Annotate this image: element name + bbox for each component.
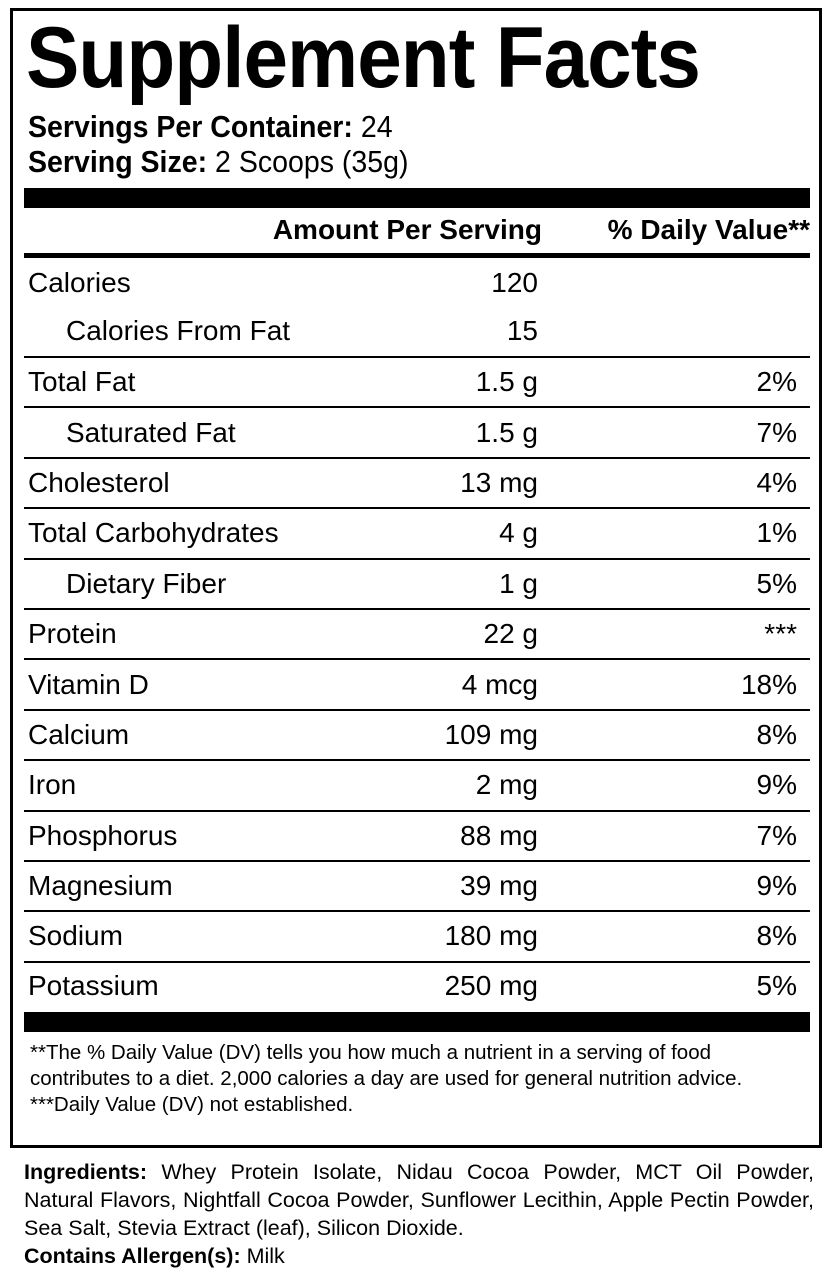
nutrient-row: Phosphorus 88 mg 7% xyxy=(24,812,810,862)
servings-per-container: Servings Per Container: 24 xyxy=(28,109,393,144)
nutrient-amount: 1.5 g xyxy=(475,366,538,398)
dv-header: % Daily Value** xyxy=(607,214,810,245)
nutrient-dv: 8% xyxy=(756,920,797,952)
nutrient-name: Calories From Fat xyxy=(66,315,291,346)
nutrient-dv: *** xyxy=(764,618,797,650)
not-established-footnote: ***Daily Value (DV) not established. xyxy=(30,1093,354,1116)
divider-line xyxy=(24,253,810,258)
nutrient-dv: 9% xyxy=(756,769,797,801)
nutrient-row: Total Carbohydrates 4 g 1% xyxy=(24,509,810,560)
nutrient-row: Calcium 109 mg 8% xyxy=(24,711,810,762)
nutrient-dv: 18% xyxy=(740,668,797,700)
nutrient-name: Vitamin D xyxy=(28,668,149,700)
footnotes: **The % Daily Value (DV) tells you how m… xyxy=(30,1040,810,1118)
nutrient-amount: 109 mg xyxy=(444,718,538,750)
nutrient-row: Total Fat 1.5 g 2% xyxy=(24,358,810,409)
nutrient-row: Calories 120 xyxy=(24,260,810,306)
nutrient-name: Total Fat xyxy=(28,366,136,398)
nutrient-name: Protein xyxy=(28,618,117,650)
panel-title: Supplement Facts xyxy=(26,10,701,106)
facts-panel xyxy=(10,8,822,1148)
nutrient-amount: 1 g xyxy=(499,567,538,599)
nutrient-dv: 9% xyxy=(756,870,797,902)
nutrient-dv: 1% xyxy=(756,517,797,549)
dv-footnote: **The % Daily Value (DV) tells you how m… xyxy=(30,1041,743,1090)
divider-bar xyxy=(24,1012,810,1032)
nutrient-amount: 88 mg xyxy=(460,819,538,851)
nutrient-amount: 15 xyxy=(506,315,538,346)
nutrient-name: Sodium xyxy=(28,920,123,952)
nutrient-row: Cholesterol 13 mg 4% xyxy=(24,459,810,510)
nutrient-name: Calcium xyxy=(28,718,130,750)
nutrient-name: Magnesium xyxy=(28,870,173,902)
nutrient-dv: 4% xyxy=(756,466,797,498)
nutrient-amount: 180 mg xyxy=(444,920,538,952)
column-headers: Amount Per Serving % Daily Value** xyxy=(24,214,810,252)
nutrient-dv: 7% xyxy=(756,819,797,851)
nutrient-row: Sodium 180 mg 8% xyxy=(24,912,810,963)
nutrient-amount: 2 mg xyxy=(475,769,538,801)
nutrient-amount: 13 mg xyxy=(460,466,538,498)
nutrient-name: Iron xyxy=(28,769,77,801)
nutrient-name: Calories xyxy=(28,267,131,298)
nutrient-amount: 39 mg xyxy=(460,870,538,902)
nutrient-dv: 5% xyxy=(756,567,797,599)
nutrient-row: Saturated Fat 1.5 g 7% xyxy=(24,408,810,459)
nutrient-dv: 2% xyxy=(756,366,797,398)
amount-header: Amount Per Serving xyxy=(272,214,542,245)
nutrient-amount: 1.5 g xyxy=(475,416,538,448)
nutrient-dv: 8% xyxy=(756,718,797,750)
nutrient-name: Cholesterol xyxy=(28,466,170,498)
allergen-label: Contains Allergen(s): xyxy=(24,1244,241,1268)
nutrient-name: Phosphorus xyxy=(28,819,178,851)
nutrient-row: Potassium 250 mg 5% xyxy=(24,963,810,1009)
nutrient-amount: 4 mcg xyxy=(461,668,538,700)
nutrient-row: Vitamin D 4 mcg 18% xyxy=(24,660,810,711)
nutrient-name: Saturated Fat xyxy=(66,416,236,448)
nutrient-name: Potassium xyxy=(28,969,159,1001)
divider-bar xyxy=(24,188,810,208)
nutrient-amount: 22 g xyxy=(483,618,539,650)
nutrient-row: Iron 2 mg 9% xyxy=(24,761,810,812)
nutrient-table: Calories 120 Calories From Fat 15 Total Fat 1… xyxy=(24,260,810,1009)
nutrient-name: Total Carbohydrates xyxy=(28,517,279,549)
nutrient-row: Protein 22 g *** xyxy=(24,610,810,661)
nutrient-row: Calories From Fat 15 xyxy=(24,306,810,358)
nutrient-amount: 4 g xyxy=(499,517,538,549)
nutrient-name: Dietary Fiber xyxy=(66,567,227,599)
allergens: Milk xyxy=(246,1244,285,1268)
nutrient-dv: 7% xyxy=(756,416,797,448)
nutrient-amount: 120 xyxy=(491,267,538,298)
nutrient-dv: 5% xyxy=(756,969,797,1001)
serving-size: Serving Size: 2 Scoops (35g) xyxy=(28,144,409,179)
nutrient-row: Dietary Fiber 1 g 5% xyxy=(24,560,810,610)
ingredients: Ingredients: Whey Protein Isolate, Nidau… xyxy=(24,1160,814,1268)
nutrient-amount: 250 mg xyxy=(444,969,538,1001)
nutrient-row: Magnesium 39 mg 9% xyxy=(24,862,810,913)
